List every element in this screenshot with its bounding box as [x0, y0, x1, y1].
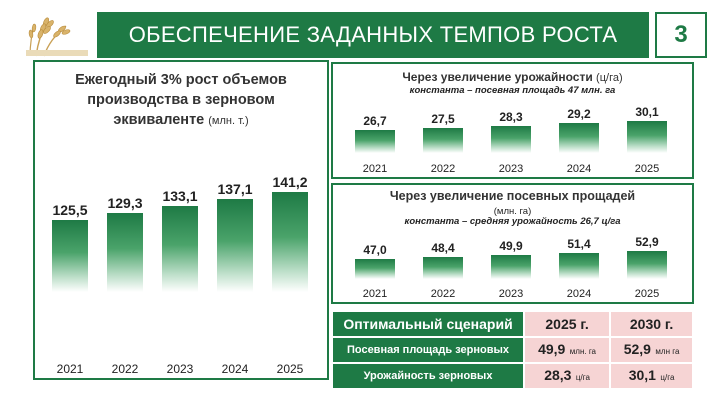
chart-bar [559, 252, 599, 279]
x-tick-label: 2024 [221, 362, 249, 376]
table-cell: 28,3 ц/га [525, 364, 610, 388]
x-tick-label: 2022 [111, 362, 139, 376]
chart-bar [272, 192, 308, 292]
bar-value-label: 28,3 [499, 109, 523, 124]
bar-value-label: 137,1 [217, 181, 253, 198]
panel-title-line: производства в зерновом [87, 92, 275, 108]
bar-value-label: 30,1 [635, 105, 659, 119]
x-tick-label: 2025 [634, 163, 660, 175]
bar-value-label: 52,9 [635, 235, 659, 249]
table-header-row: Оптимальный сценарий 2025 г. 2030 г. [333, 312, 692, 336]
panel-title: Через увеличение урожайности (ц/га) [402, 70, 623, 84]
panel-yield-growth: Через увеличение урожайности (ц/га) конс… [331, 62, 694, 179]
x-tick-label: 2021 [362, 163, 388, 175]
table-header-label: Оптимальный сценарий [333, 312, 523, 336]
x-tick-label: 2022 [430, 288, 456, 300]
panel-title-unit: (млн. т.) [208, 115, 249, 127]
bar-value-label: 27,5 [431, 111, 455, 126]
chart-bar [627, 121, 667, 153]
table-row: Посевная площадь зерновых 49,9 млн. га 5… [333, 338, 692, 362]
x-tick-label: 2024 [566, 288, 592, 300]
x-tick-label: 2021 [362, 288, 388, 300]
panel-title: Через увеличение посевных прощадей [389, 189, 636, 203]
bar-value-label: 48,4 [431, 240, 455, 255]
x-tick-label: 2022 [430, 163, 456, 175]
panel-title-unit: (млн. га) [493, 206, 532, 217]
wheat-ears-icon [26, 17, 88, 57]
x-tick-label: 2023 [498, 163, 524, 175]
x-tick-label: 2023 [166, 362, 194, 376]
panel-production-growth: Ежегодный 3% рост объемов производства в… [33, 60, 329, 380]
chart-bar [107, 213, 143, 292]
x-tick-label: 2025 [634, 288, 660, 300]
scenario-table: Оптимальный сценарий 2025 г. 2030 г. Пос… [331, 310, 694, 390]
chart-bar [423, 256, 463, 279]
bar-value-label: 29,2 [567, 107, 591, 122]
chart-bar [423, 127, 463, 153]
table-cell: 52,9 млн га [611, 338, 692, 362]
table-cell: 49,9 млн. га [525, 338, 610, 362]
panel-title-unit: (ц/га) [596, 72, 623, 84]
table-header-year: 2025 г. [525, 312, 610, 336]
panel-area-growth: Через увеличение посевных прощадей (млн.… [331, 183, 694, 304]
panel-title-line: эквиваленте (млн. т.) [113, 112, 249, 128]
table-row-label: Урожайность зерновых [333, 364, 523, 388]
bar-value-label: 47,0 [363, 242, 387, 257]
bar-value-label: 129,3 [107, 195, 143, 212]
chart-bar [217, 199, 253, 292]
bar-value-label: 51,4 [567, 236, 591, 251]
x-tick-label: 2024 [566, 163, 592, 175]
x-tick-label: 2023 [498, 288, 524, 300]
panel-subtitle: константа – посевная площадь 47 млн. га [409, 85, 616, 96]
chart-bar [627, 251, 667, 279]
slide-header: ОБЕСПЕЧЕНИЕ ЗАДАННЫХ ТЕМПОВ РОСТА [97, 12, 649, 58]
slide-number: 3 [655, 12, 707, 58]
panel-subtitle: константа – средняя урожайность 26,7 ц/г… [404, 216, 621, 227]
panel-title-line: Ежегодный 3% рост объемов [75, 72, 287, 88]
bar-value-label: 49,9 [499, 238, 523, 253]
x-tick-label: 2025 [276, 362, 304, 376]
table-header-year: 2030 г. [611, 312, 692, 336]
chart-bar [491, 254, 531, 279]
table-row-label: Посевная площадь зерновых [333, 338, 523, 362]
chart-bar [491, 125, 531, 153]
chart-bar [52, 220, 88, 292]
chart-bar [355, 129, 395, 153]
chart-bar [559, 123, 599, 153]
x-tick-label: 2021 [56, 362, 84, 376]
bar-value-label: 125,5 [52, 202, 88, 218]
bar-value-label: 26,7 [363, 113, 387, 128]
slide-title: ОБЕСПЕЧЕНИЕ ЗАДАННЫХ ТЕМПОВ РОСТА [128, 22, 618, 47]
bar-value-label: 141,2 [272, 174, 308, 190]
table-cell: 30,1 ц/га [611, 364, 692, 388]
panel-title: Ежегодный 3% рост объемов производства в… [35, 70, 327, 131]
table-row: Урожайность зерновых 28,3 ц/га 30,1 ц/га [333, 364, 692, 388]
bar-value-label: 133,1 [162, 188, 198, 205]
chart-bar [162, 206, 198, 292]
chart-bar [355, 258, 395, 279]
